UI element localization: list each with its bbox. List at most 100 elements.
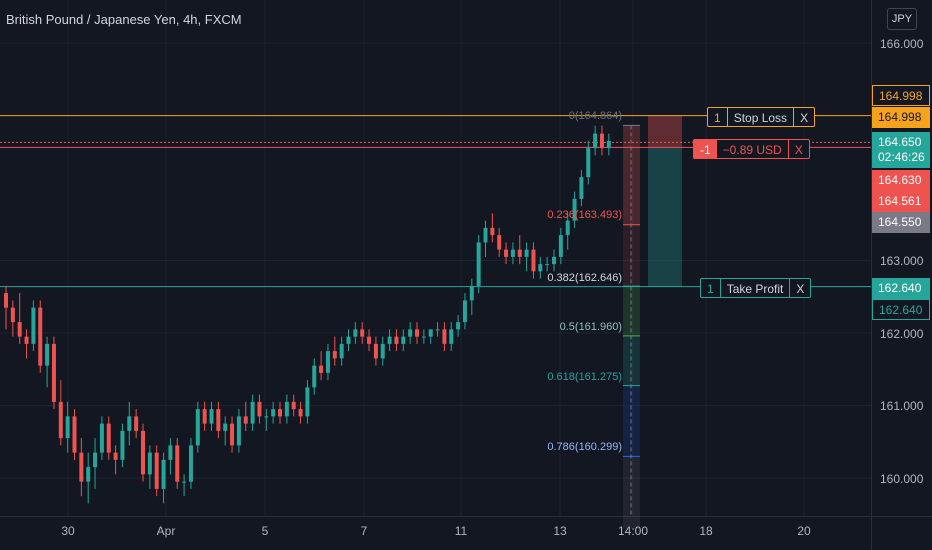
candle-body [531,249,536,272]
fib-level-05: 0.5(161.960) [559,321,622,333]
x-tick-label: 14:00 [617,524,649,538]
candle-body [10,307,15,323]
current-price: 164.650 [878,135,922,149]
stop-loss-order-tag[interactable]: 1 Stop Loss X [707,107,816,127]
candle-body [257,401,262,417]
candle-body [236,416,241,446]
candle-body [202,409,207,424]
candle-body [394,336,399,344]
candle-body [497,235,502,250]
symbol-title[interactable]: British Pound / Japanese Yen, 4h, FXCM [6,12,242,27]
x-tick-label: 20 [797,524,811,538]
candle-body [586,148,591,178]
candle-body [449,329,454,344]
take-profit-price-tag: 162.640 [872,278,930,299]
candle-body [216,409,221,431]
candle-body [93,452,98,468]
candle-body [387,336,392,344]
candle-body [250,401,255,424]
candle-body [524,249,529,257]
fib-zone [623,224,640,287]
x-tick-label: 11 [454,524,468,538]
candle-body [99,423,104,453]
reward-zone [648,147,682,287]
take-profit-qty: 1 [707,282,714,296]
candle-body [305,387,310,417]
candle-body [428,329,433,337]
y-tick-label: 161.000 [880,399,924,413]
candle-body [339,343,344,359]
candle-body [325,351,330,373]
take-profit-label: Take Profit [719,279,790,297]
candle-body [195,409,200,446]
candle-body [278,409,282,417]
candle-body [58,401,63,439]
candle-body [373,343,378,359]
y-tick-label: 160.000 [880,472,924,486]
candle-body [462,300,467,323]
candle-body [141,430,145,475]
position-qty: -1 [694,140,717,158]
position-close-button[interactable]: X [787,140,809,158]
candle-body [469,285,474,301]
candle-body [593,133,598,149]
x-tick-label: 5 [261,524,269,538]
stop-loss-label: Stop Loss [726,108,793,126]
candle-body [4,293,8,308]
candle-body [319,365,324,373]
candle-body [271,409,276,417]
candle-body [408,329,413,337]
candle-body [552,256,556,265]
candle-body [161,459,166,489]
candle-body [312,365,317,388]
candle-body [558,235,563,257]
candle-body [421,336,426,338]
candle-body [442,329,447,344]
take-profit-order-tag[interactable]: 1 Take Profit X [700,278,812,298]
y-tick-label: 163.000 [880,254,924,268]
fib-level-0618: 0.618(161.275) [547,371,622,383]
candle-body [572,198,577,221]
x-tick-label: 18 [699,524,713,538]
candle-body [298,409,303,417]
candle-body [380,343,385,359]
position-tag[interactable]: -1 −0.89 USD X [693,139,810,159]
candle-body [243,416,248,424]
candle-body [38,307,43,366]
candle-body [456,322,461,330]
stop-loss-price-tag: 164.998 [872,85,930,106]
candle-body [284,401,289,417]
candle-body [415,329,419,337]
candle-body [545,264,550,266]
stop-loss-close-button[interactable]: X [793,108,814,126]
fib-zone [623,335,640,386]
candle-body [24,336,29,344]
position-pnl: −0.89 USD [722,143,782,157]
x-tick-label: Apr [156,524,176,538]
fib-level-0786: 0.786(160.299) [547,441,622,453]
candle-body [120,430,125,460]
x-tick-label: 30 [61,524,75,538]
candle-body [483,227,488,243]
candle-body [490,227,495,236]
candle-body [401,336,406,344]
y-tick-label: 162.000 [880,327,924,341]
candle-body [367,336,372,344]
candle-body [360,329,365,337]
x-tick-label: 7 [360,524,368,538]
candle-body [599,133,604,149]
y-tick-label: 166.000 [880,37,924,51]
candle-body [223,423,228,431]
stop-loss-price-tag-filled: 164.998 [872,107,930,128]
fib-level-0: 0(164.864) [568,110,622,122]
candle-body [230,423,235,446]
x-tick-label: 13 [553,524,567,538]
candle-body [106,423,111,453]
candle-body [72,416,77,453]
candle-body [565,220,570,236]
take-profit-close-button[interactable]: X [789,279,810,297]
bar-countdown: 02:46:26 [878,150,925,164]
candle-body [86,467,91,482]
currency-badge[interactable]: JPY [887,8,917,30]
